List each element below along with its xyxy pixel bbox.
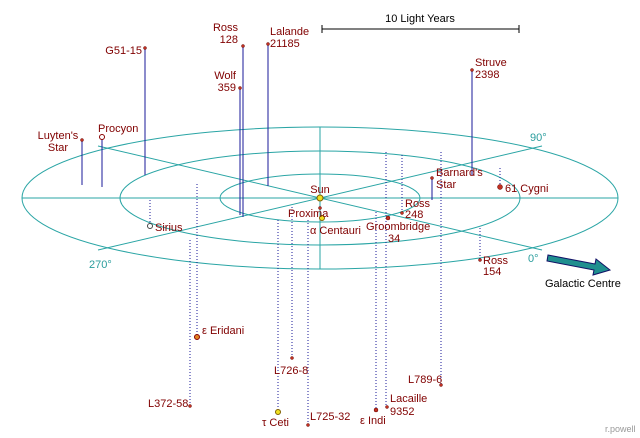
star-label: 128 [220,34,238,46]
star-label: Ross [405,198,431,210]
credit: r.powell [605,424,636,434]
star-label: ε Eridani [202,325,244,337]
star-label: Star [436,179,457,191]
axis-label: 270° [89,259,112,271]
star-label: Procyon [98,123,138,135]
star-label: Luyten's [38,130,79,142]
star-label: G51-15 [105,45,142,57]
star-label: L789-6 [408,374,442,386]
star-label: Lalande [270,26,309,38]
axis-label: 0° [528,253,539,265]
galactic-centre-label: Galactic Centre [545,278,621,290]
star-label: Barnard's [436,167,483,179]
star-label: L726-8 [274,365,308,377]
star-label: Wolf [214,70,237,82]
star-label: Star [48,142,69,154]
star-label: L725-32 [310,411,350,423]
star-label: Struve [475,57,507,69]
star-label: 359 [218,82,236,94]
galactic-centre-arrow [546,254,612,276]
stems [81,44,501,424]
star-label: τ Ceti [262,417,289,429]
scale-bar [321,25,520,33]
star-label: α Centauri [310,225,361,237]
star-label: ε Indi [360,415,386,427]
star-label: 21185 [270,38,300,50]
scale-label: 10 Light Years [385,13,455,25]
star-label: 2398 [475,69,499,81]
star-label: Ross [213,22,239,34]
star-label: Proxima [288,208,329,220]
star-label: 9352 [390,406,414,418]
star-label: 61 Cygni [505,183,548,195]
star-label: 154 [483,266,501,278]
star-label: 248 [405,209,423,221]
star-label: Lacaille [390,393,427,405]
star-label: L372-58 [148,398,188,410]
star-label: Sirius [155,222,183,234]
star-dots [80,42,503,427]
star-label: 34 [388,233,400,245]
star-labels: Ross 128 Lalande 21185 G51-15 Wolf 359 S… [38,22,549,429]
axis-label: 90° [530,132,547,144]
star-label: Groombridge [366,221,430,233]
star-label: Ross [483,255,509,267]
star-label: Sun [310,184,330,196]
